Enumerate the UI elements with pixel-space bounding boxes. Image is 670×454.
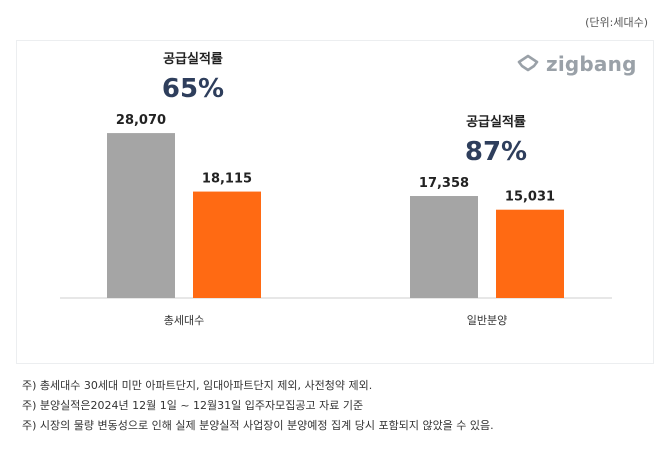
footnote: 주) 총세대수 30세대 미만 아파트단지, 임대아파트단지 제외, 사전청약 … — [22, 379, 373, 392]
data-label: 15,031 — [505, 190, 555, 205]
rate-value: 87% — [465, 137, 527, 167]
footnotes: 주) 총세대수 30세대 미만 아파트단지, 임대아파트단지 제외, 사전청약 … — [22, 376, 494, 436]
footnote: 주) 시장의 물량 변동성으로 인해 실제 분양실적 사업장이 분양예정 집계 … — [22, 419, 494, 432]
rate-label: 공급실적률 — [466, 114, 526, 130]
bar — [410, 196, 478, 298]
brand-logo: zigbang — [516, 52, 637, 76]
bar — [107, 133, 175, 298]
footnote: 주) 분양실적은2024년 12월 1일 ~ 12월31일 입주자모집공고 자료… — [22, 399, 364, 412]
data-label: 18,115 — [202, 172, 252, 187]
brand-name: zigbang — [546, 52, 637, 76]
zigbang-logo-icon — [517, 54, 539, 72]
category-label: 일반분양 — [467, 313, 507, 327]
bar — [193, 191, 261, 298]
data-label: 17,358 — [419, 176, 469, 191]
bar — [496, 209, 564, 298]
data-label: 28,070 — [116, 113, 166, 128]
category-label: 총세대수 — [164, 314, 204, 327]
rate-value: 65% — [162, 74, 224, 104]
rate-label: 공급실적률 — [163, 51, 223, 67]
unit-label: (단위:세대수) — [585, 16, 648, 29]
